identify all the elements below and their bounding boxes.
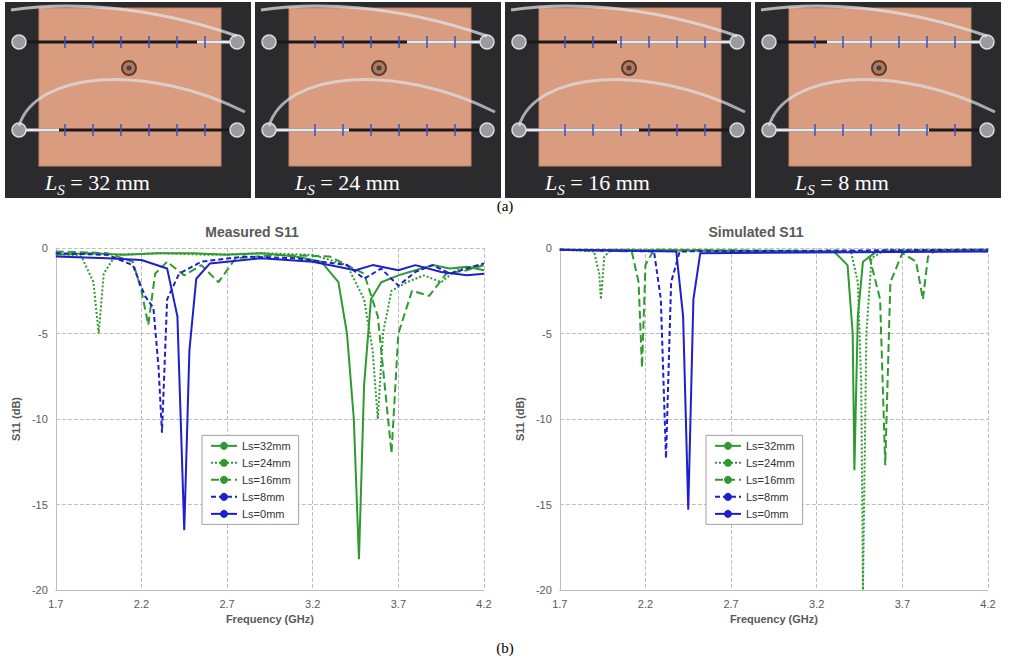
svg-text:Measured S11: Measured S11 [205,224,299,240]
svg-text:Ls=8mm: Ls=8mm [746,491,789,503]
svg-text:Ls=16mm: Ls=16mm [746,474,795,486]
svg-text:Frequency (GHz): Frequency (GHz) [730,613,818,625]
svg-text:4.2: 4.2 [980,598,995,610]
svg-text:1.7: 1.7 [552,598,567,610]
svg-text:0: 0 [42,242,48,254]
svg-text:-5: -5 [38,328,48,340]
svg-text:-20: -20 [536,584,552,596]
svg-text:3.7: 3.7 [895,598,910,610]
svg-text:3.7: 3.7 [391,598,406,610]
svg-text:3.2: 3.2 [809,598,824,610]
svg-text:Ls=16mm: Ls=16mm [242,474,291,486]
svg-text:1.7: 1.7 [48,598,63,610]
svg-text:-10: -10 [32,413,48,425]
svg-text:LS = 16 mm: LS = 16 mm [544,170,650,198]
svg-text:-5: -5 [542,328,552,340]
html-text:(a): (a) [496,198,514,214]
svg-text:Ls=24mm: Ls=24mm [746,457,795,469]
svg-text:3.2: 3.2 [305,598,320,610]
svg-text:2.2: 2.2 [638,598,653,610]
svg-text:Ls=8mm: Ls=8mm [242,491,285,503]
svg-text:-15: -15 [536,499,552,511]
svg-text:LS = 8 mm: LS = 8 mm [794,170,889,198]
svg-text:2.7: 2.7 [219,598,234,610]
svg-text:-10: -10 [536,413,552,425]
svg-text:-15: -15 [32,499,48,511]
svg-text:4.2: 4.2 [476,598,491,610]
svg-text:Ls=32mm: Ls=32mm [242,440,291,452]
svg-text:Ls=32mm: Ls=32mm [746,440,795,452]
svg-text:Frequency (GHz): Frequency (GHz) [226,613,314,625]
svg-text:2.2: 2.2 [134,598,149,610]
svg-text:LS = 32 mm: LS = 32 mm [44,170,150,198]
svg-text:Ls=0mm: Ls=0mm [746,508,789,520]
svg-text:0: 0 [546,242,552,254]
svg-text:S11 (dB): S11 (dB) [10,397,22,441]
svg-text:S11 (dB): S11 (dB) [514,397,526,441]
svg-text:Simulated S11: Simulated S11 [709,224,804,240]
svg-text:Ls=0mm: Ls=0mm [242,508,285,520]
svg-text:2.7: 2.7 [723,598,738,610]
svg-text:LS = 24 mm: LS = 24 mm [294,170,400,198]
svg-text:-20: -20 [32,584,48,596]
html-text:(b): (b) [496,640,514,656]
svg-text:Ls=24mm: Ls=24mm [242,457,291,469]
